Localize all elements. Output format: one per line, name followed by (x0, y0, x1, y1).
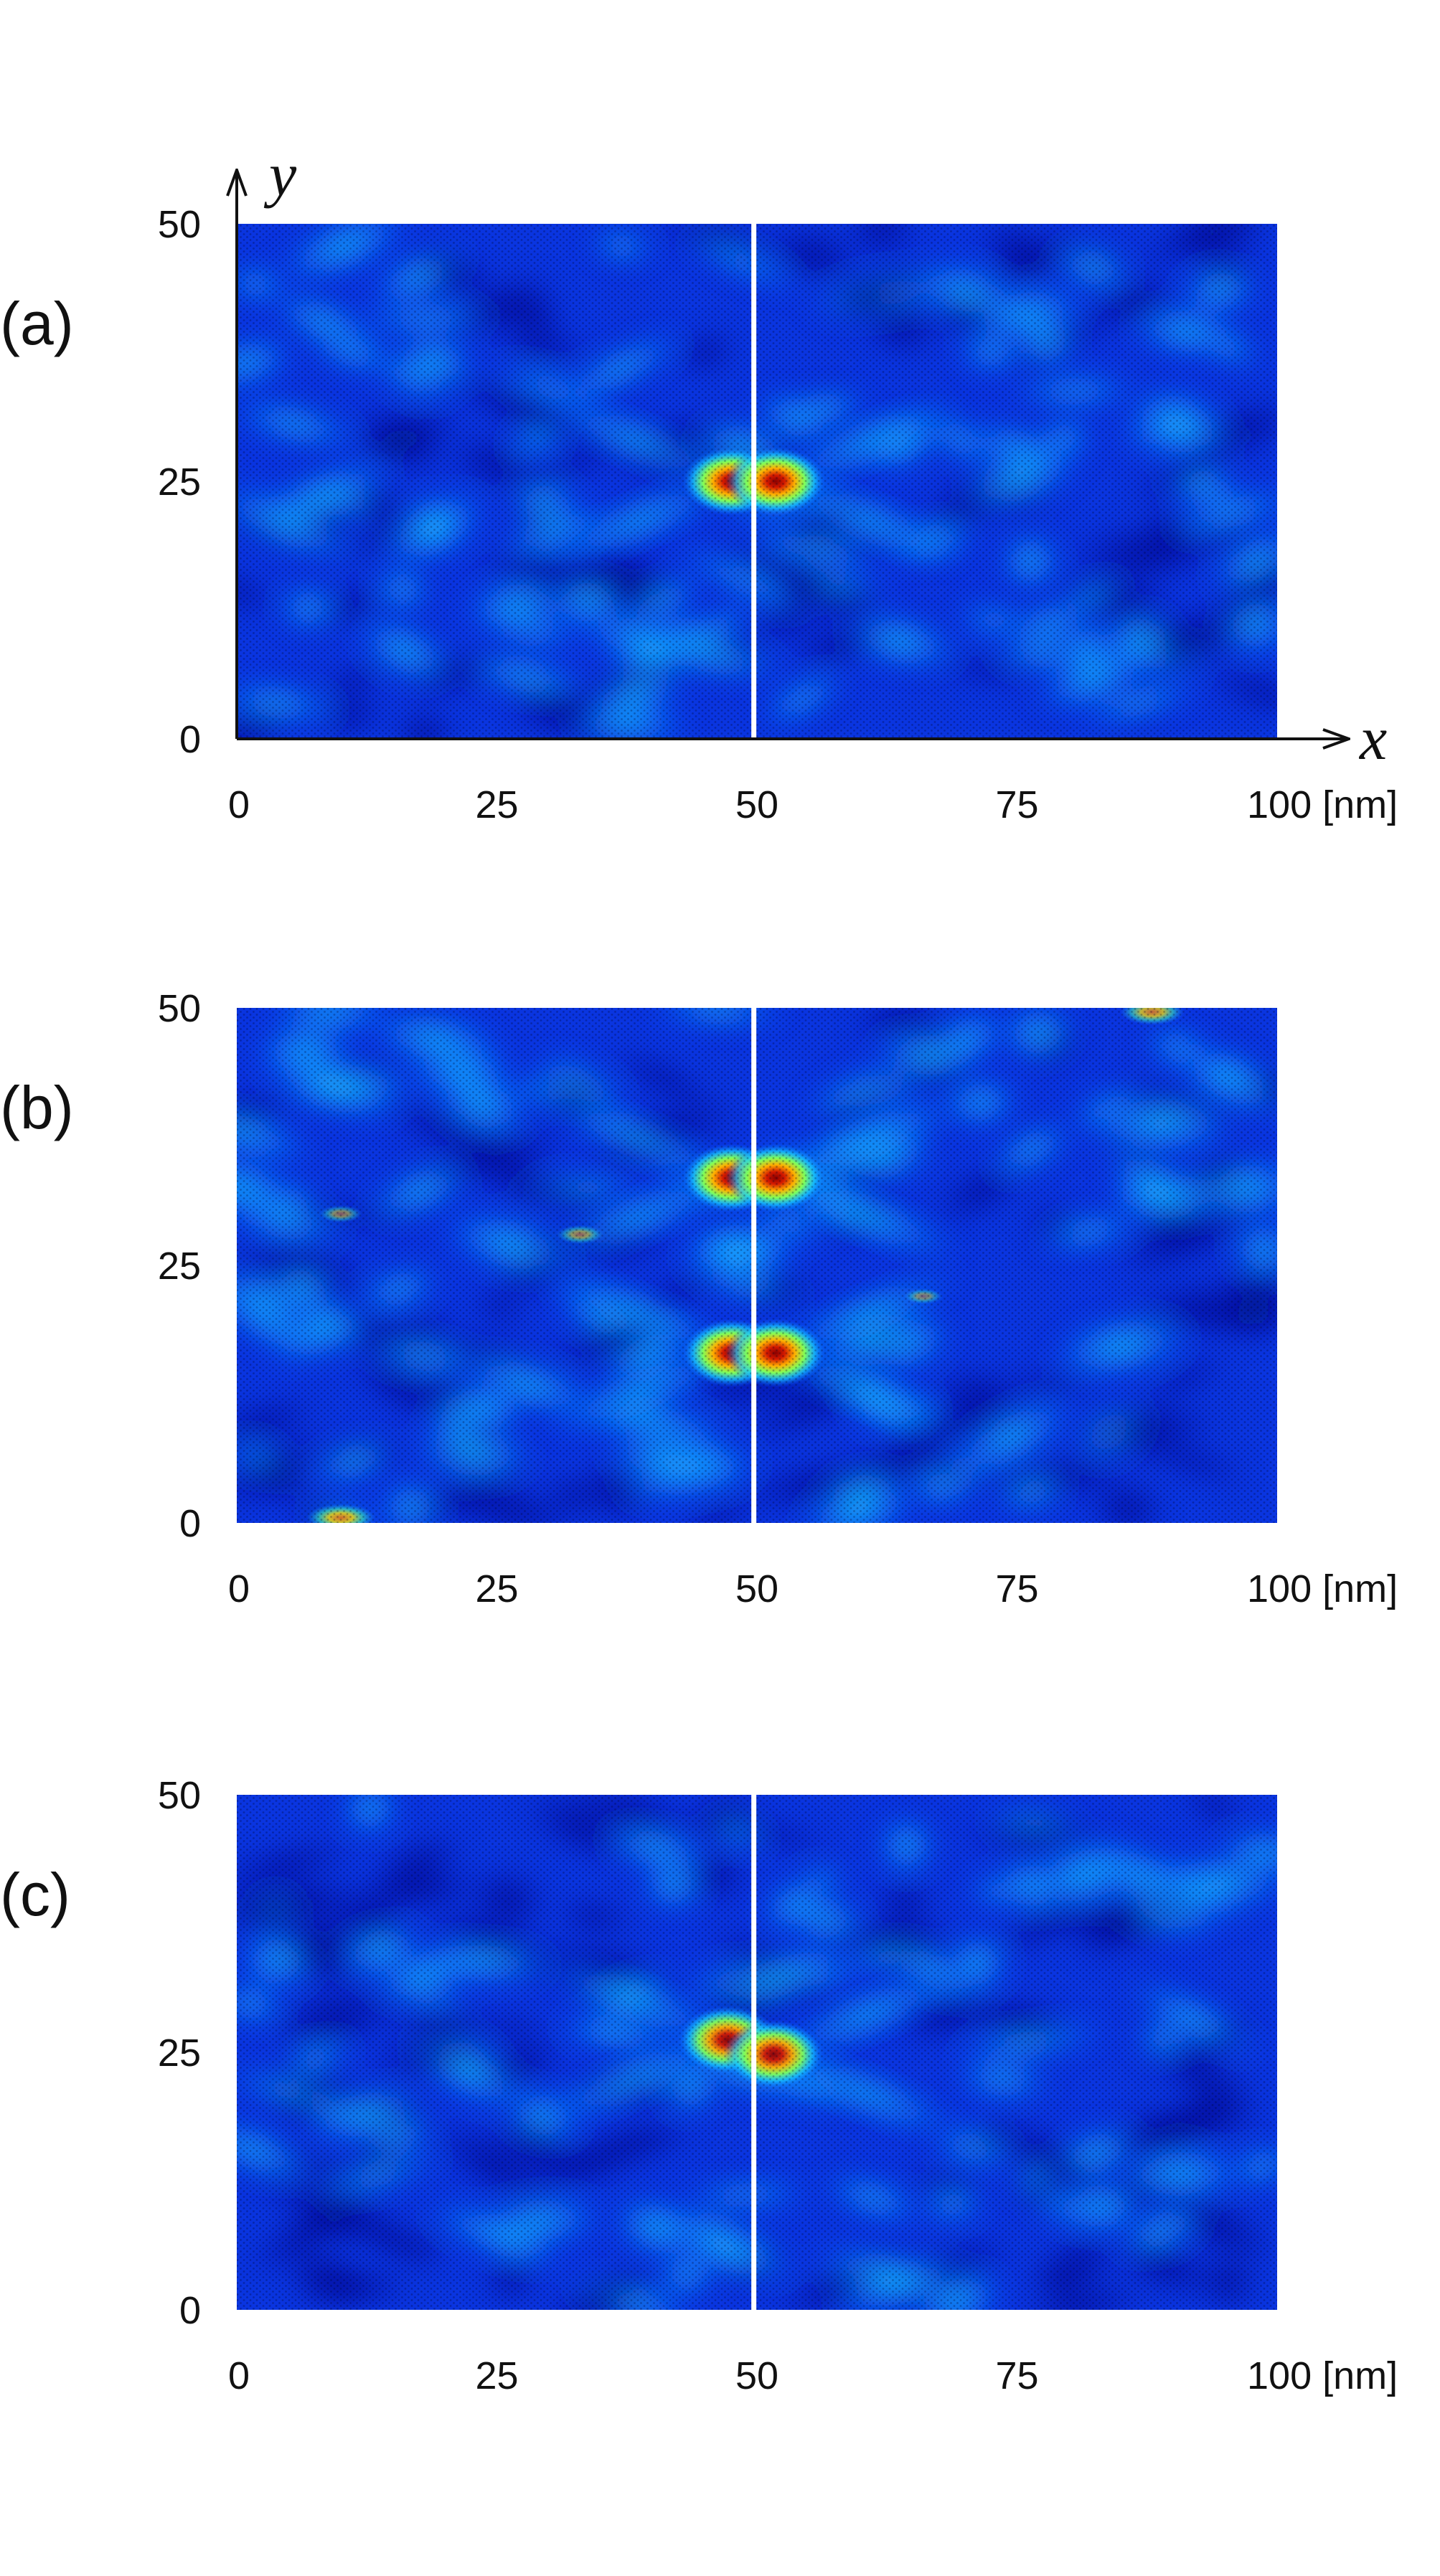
lattice-texture (237, 1008, 1277, 1523)
x-axis-label: x (1358, 704, 1387, 773)
y-tick-label: 0 (179, 1502, 201, 1545)
x-tick-label: 75 (995, 1567, 1038, 1610)
lattice-texture (237, 224, 1277, 739)
x-tick-label: 75 (995, 2354, 1038, 2397)
x-tick-label: 75 (995, 783, 1038, 826)
y-tick-label: 25 (158, 2032, 201, 2075)
x-tick-label: 50 (735, 1567, 778, 1610)
x-tick-label: 25 (475, 2354, 518, 2397)
heatmap-area (237, 224, 1277, 739)
heatmap-area (237, 1795, 1277, 2310)
x-tick-label: 0 (228, 1567, 250, 1610)
panel-c: 0 25 50 75 100 [nm] 0 25 50 (c) (0, 1774, 1398, 2397)
heatmap-area (237, 1008, 1277, 1523)
x-tick-label: 100 [nm] (1247, 2354, 1398, 2397)
x-tick-label: 50 (735, 783, 778, 826)
panel-label: (c) (0, 1861, 70, 1928)
x-tick-label: 25 (475, 1567, 518, 1610)
panel-label: (a) (0, 290, 74, 357)
lattice-texture (237, 1795, 1277, 2310)
y-tick-label: 50 (158, 203, 201, 246)
y-tick-label: 50 (158, 987, 201, 1030)
x-tick-label: 0 (228, 2354, 250, 2397)
x-tick-label: 0 (228, 783, 250, 826)
panel-label: (b) (0, 1074, 74, 1141)
y-tick-label: 0 (179, 718, 201, 761)
x-tick-label: 50 (735, 2354, 778, 2397)
y-tick-label: 25 (158, 1245, 201, 1288)
y-axis-label: y (263, 140, 297, 209)
y-tick-label: 50 (158, 1774, 201, 1817)
x-tick-label: 100 [nm] (1247, 783, 1398, 826)
y-tick-label: 0 (179, 2289, 201, 2332)
panel-a: x y 0 25 50 75 100 [nm] 0 25 50 (a) (0, 140, 1398, 826)
y-tick-label: 25 (158, 461, 201, 504)
x-tick-label: 25 (475, 783, 518, 826)
panel-b: 0 25 50 75 100 [nm] 0 25 50 (b) (0, 987, 1398, 1610)
x-tick-label: 100 [nm] (1247, 1567, 1398, 1610)
